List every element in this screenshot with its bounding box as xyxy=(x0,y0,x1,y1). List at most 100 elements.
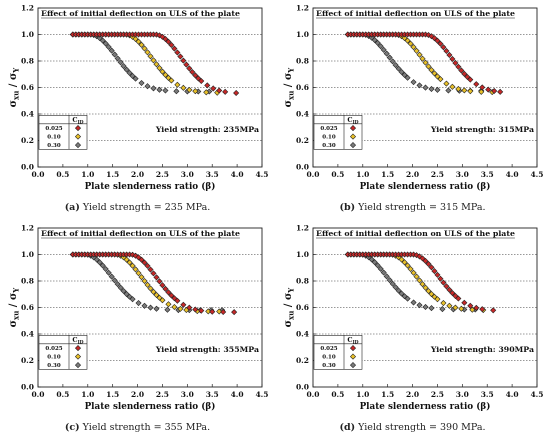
chart-title: Effect of initial deflection on ULS of t… xyxy=(41,9,240,18)
caption-text: Yield strength = 355 MPa. xyxy=(79,422,211,433)
y-axis-label: σxu / σY xyxy=(283,287,296,328)
series-0.30 xyxy=(344,251,479,313)
y-label-sep: / σ xyxy=(8,73,19,91)
data-point xyxy=(434,296,441,303)
data-point xyxy=(132,252,139,259)
data-point xyxy=(377,265,384,272)
data-point xyxy=(389,280,396,287)
data-point xyxy=(458,67,465,74)
data-point xyxy=(111,277,118,284)
x-tick-label: 0.0 xyxy=(306,390,319,399)
data-point xyxy=(404,295,411,302)
data-point xyxy=(431,268,438,275)
legend-label: 0.30 xyxy=(47,363,61,369)
data-point xyxy=(153,61,160,68)
data-point xyxy=(407,40,414,47)
data-point xyxy=(150,288,157,295)
data-point xyxy=(159,297,166,304)
data-point xyxy=(159,68,166,75)
data-point xyxy=(209,308,216,315)
data-point xyxy=(428,264,435,271)
legend-marker xyxy=(349,133,357,140)
data-point xyxy=(395,287,402,294)
data-point xyxy=(186,304,193,311)
data-point xyxy=(129,296,136,303)
data-point xyxy=(216,87,223,94)
data-point xyxy=(168,292,175,299)
y-tick-label: 1.2 xyxy=(21,4,34,13)
data-point xyxy=(135,38,142,45)
data-point xyxy=(428,85,435,93)
y-tick-label: 1.2 xyxy=(296,224,309,233)
data-point xyxy=(467,76,474,83)
data-point xyxy=(162,285,169,292)
data-point xyxy=(205,308,212,315)
data-point xyxy=(440,44,447,51)
y-tick-label: 0.4 xyxy=(21,110,34,119)
data-point xyxy=(233,89,240,96)
y-tick-label: 0.6 xyxy=(296,303,309,312)
legend-header-main: C xyxy=(347,336,352,344)
y-tick-label: 0.4 xyxy=(21,330,34,339)
data-point xyxy=(99,37,106,44)
x-tick-label: 0.0 xyxy=(306,170,319,179)
y-tick-label: 0.2 xyxy=(296,356,309,365)
data-point xyxy=(458,305,465,312)
data-point xyxy=(204,82,211,89)
x-tick-label: 0.0 xyxy=(31,390,44,399)
x-tick-label: 2.0 xyxy=(406,170,419,179)
legend-header-sub: ID xyxy=(78,119,84,125)
data-point xyxy=(497,88,504,95)
x-tick-label: 3.0 xyxy=(181,170,194,179)
data-point xyxy=(455,85,462,92)
data-point xyxy=(156,65,163,72)
legend: CID 0.025 0.10 0.30 xyxy=(313,115,363,150)
data-point xyxy=(147,304,154,311)
data-point xyxy=(138,80,145,87)
data-point xyxy=(117,284,124,291)
data-point xyxy=(147,266,154,273)
data-point xyxy=(180,84,187,91)
y-label-sub: Y xyxy=(287,287,296,294)
data-point xyxy=(198,307,205,314)
y-label-sub: Y xyxy=(12,67,21,74)
yield-strength-annotation: Yield strength: 390MPa xyxy=(430,345,534,354)
data-point xyxy=(174,49,181,56)
data-point xyxy=(461,87,468,94)
legend-header-main: C xyxy=(347,116,352,124)
x-tick-label: 0.5 xyxy=(56,390,69,399)
data-point xyxy=(383,50,390,57)
data-point xyxy=(141,302,148,309)
data-point xyxy=(186,86,193,93)
data-point xyxy=(491,87,498,95)
data-point xyxy=(452,59,459,66)
data-point xyxy=(440,279,447,286)
series-group xyxy=(344,31,504,96)
data-point xyxy=(380,46,387,53)
data-point xyxy=(439,306,446,313)
data-point xyxy=(380,269,387,276)
data-point xyxy=(105,269,112,276)
data-point xyxy=(222,88,229,95)
legend-marker xyxy=(349,345,357,352)
data-point xyxy=(102,40,109,47)
x-tick-label: 3.0 xyxy=(456,390,469,399)
series-0.025 xyxy=(69,31,240,96)
y-tick-label: 0.4 xyxy=(296,330,309,339)
data-point xyxy=(162,87,169,94)
legend-header-main: C xyxy=(72,336,77,344)
data-point xyxy=(371,259,378,266)
x-axis-label: Plate slenderness ratio (β) xyxy=(360,401,491,412)
x-tick-label: 4.5 xyxy=(530,390,543,399)
legend: CID 0.025 0.10 0.30 xyxy=(313,335,363,370)
legend-label: 0.10 xyxy=(47,355,61,361)
caption-text: Yield strength = 390 MPa. xyxy=(355,422,486,433)
data-point xyxy=(135,270,142,277)
y-tick-label: 0.2 xyxy=(296,136,309,145)
x-tick-label: 3.0 xyxy=(181,390,194,399)
x-tick-label: 1.5 xyxy=(381,170,394,179)
y-tick-label: 1.0 xyxy=(296,30,309,39)
data-point xyxy=(144,281,151,288)
data-point xyxy=(153,305,160,312)
series-group xyxy=(69,31,240,96)
